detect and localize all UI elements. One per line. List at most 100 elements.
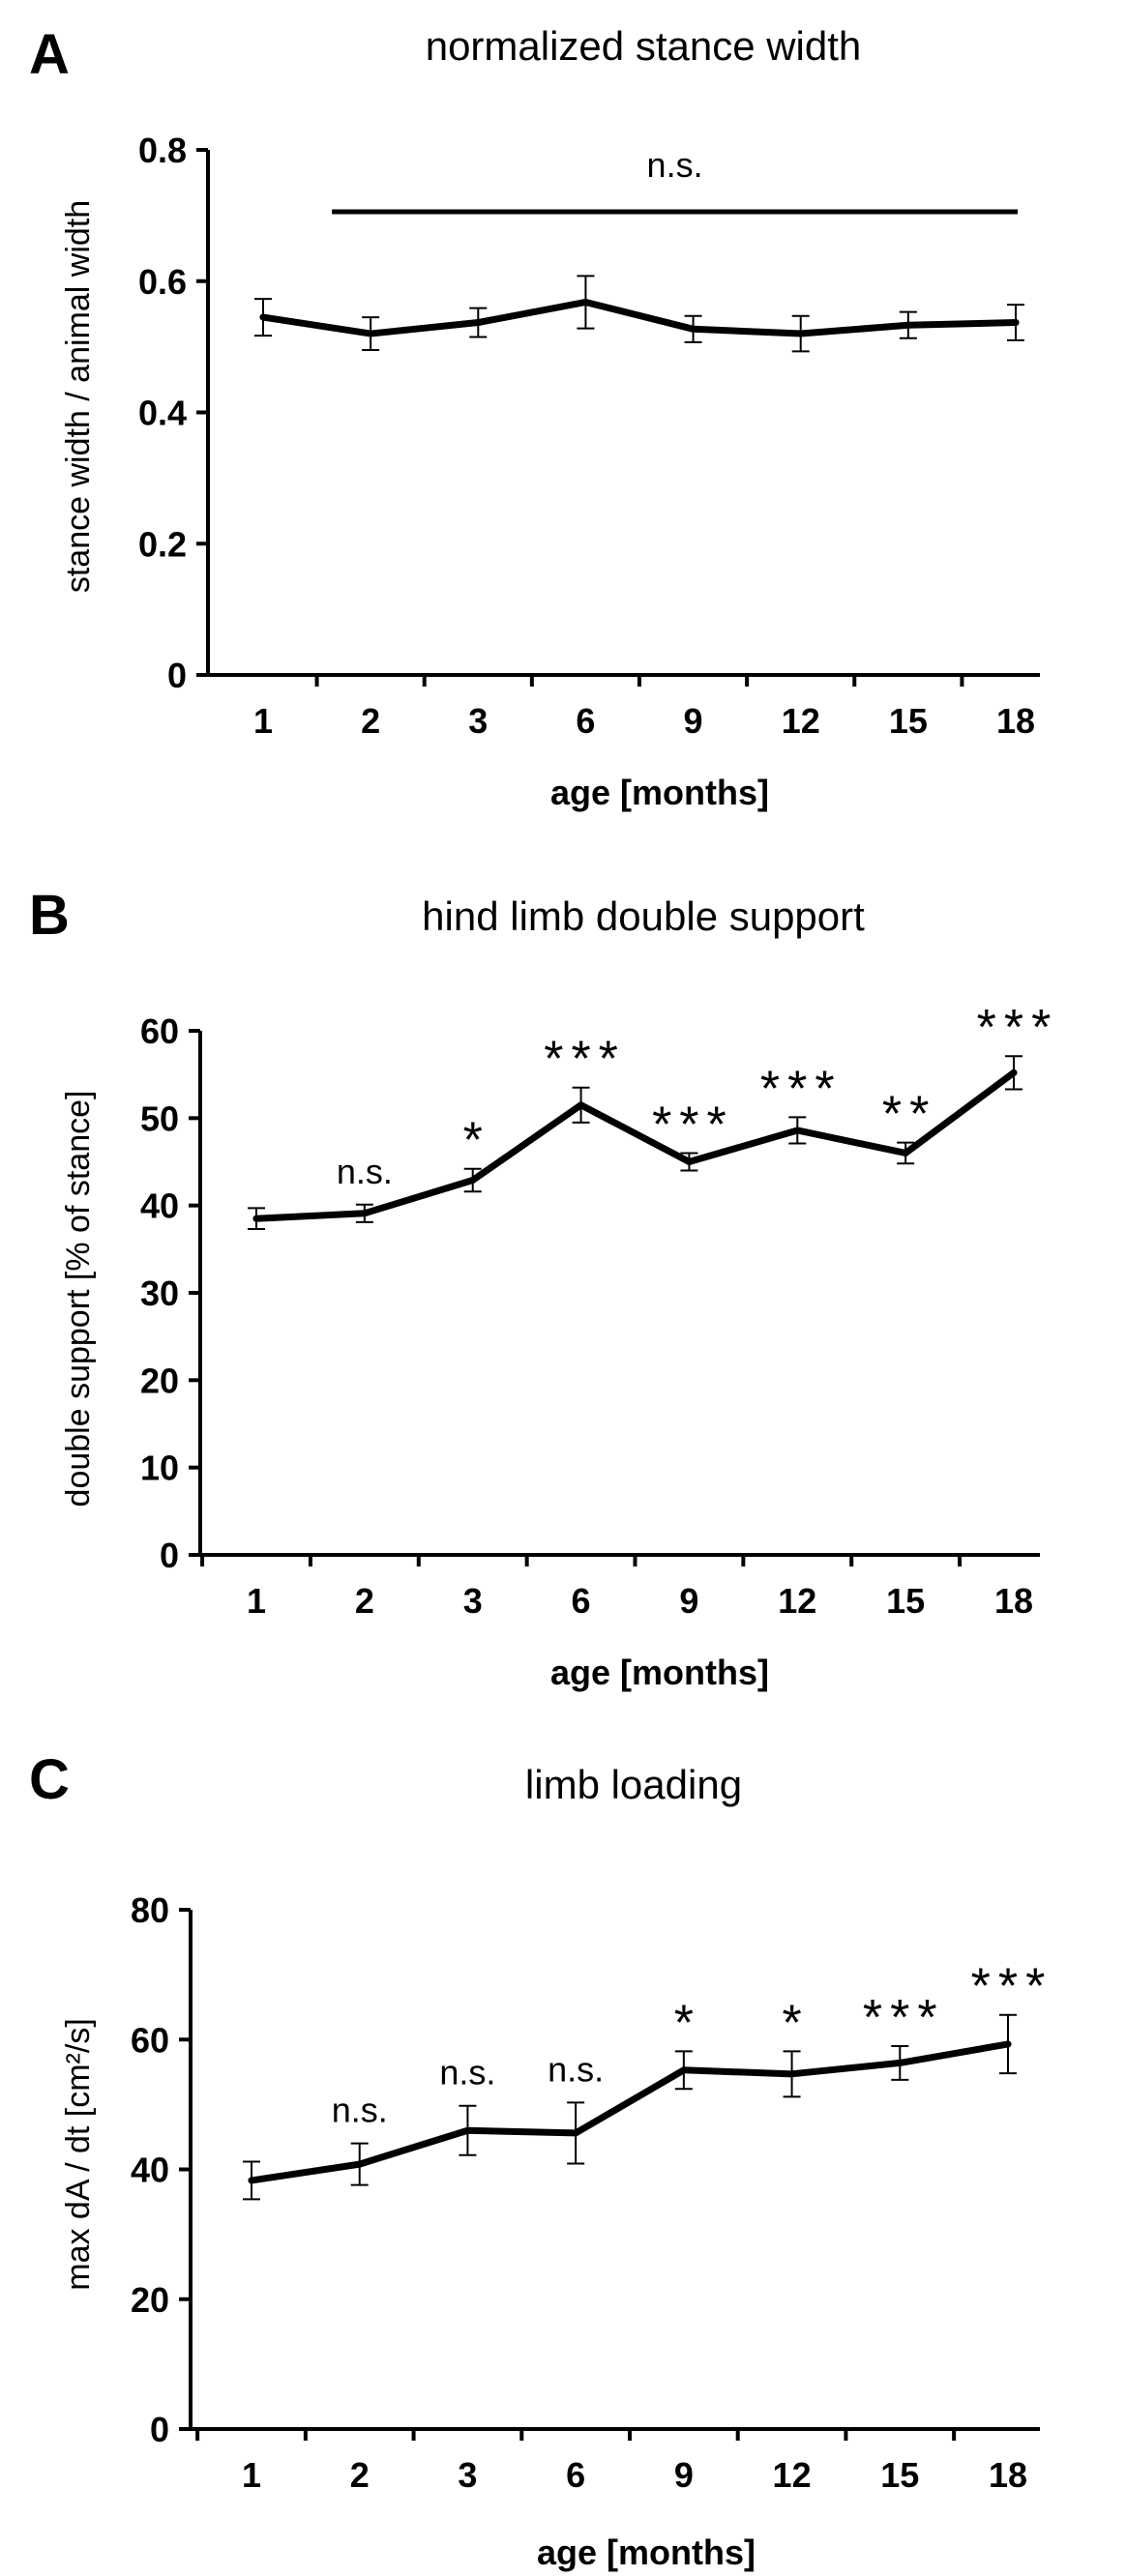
chart-title-c: limb loading (525, 1762, 742, 1807)
panel-b: B hind limb double support double suppor… (0, 859, 1126, 1717)
x-axis-label-c: age [months] (537, 2532, 756, 2572)
x-tick-label: 18 (989, 2455, 1027, 2495)
data-point (680, 2066, 688, 2074)
annotation-stars: *** (544, 1032, 626, 1088)
data-point (361, 1210, 369, 1217)
y-axis-label-a: stance width / animal width (60, 200, 97, 593)
data-point (367, 330, 374, 337)
annotation-stars: *** (977, 1000, 1059, 1056)
x-tick-label: 12 (782, 701, 820, 741)
y-tick-label: 0 (160, 1536, 179, 1575)
annotation-stars: *** (863, 1990, 945, 2046)
error-bars-b (248, 1055, 1022, 1231)
significance-bracket-a: n.s. (332, 145, 1018, 215)
y-tick-label: 30 (140, 1273, 179, 1313)
annotation-ns: n.s. (332, 2091, 388, 2130)
annotations-b: n.s.********** ***** (337, 1000, 1059, 1191)
data-point (469, 1176, 477, 1184)
x-tick-label: 18 (994, 1581, 1033, 1621)
data-point (259, 313, 267, 321)
panel-a: A normalized stance width stance width /… (0, 0, 1126, 859)
x-tick-label: 2 (361, 701, 380, 741)
x-axis-label-b: age [months] (550, 1653, 769, 1692)
axes-a: 00.20.40.60.81 2 3 6 9 12 15 18 (138, 131, 1040, 741)
x-tick-label: 15 (880, 2455, 919, 2495)
x-tick-label: 15 (886, 1581, 925, 1621)
x-tick-label: 6 (576, 701, 595, 741)
annotation-ns: n.s. (337, 1152, 393, 1191)
annotations-c: n.s.n.s. n.s.* * ****** (332, 1959, 1053, 2130)
x-tick-label: 3 (463, 1581, 483, 1621)
data-point (474, 319, 482, 327)
chart-title-b: hind limb double support (422, 893, 865, 939)
data-point (788, 2070, 796, 2078)
chart-title-a: normalized stance width (426, 23, 862, 69)
annotation-stars: * (782, 1995, 809, 2051)
chart-c-svg: C limb loading max dA / dt [cm²/s] age [… (29, 1748, 1053, 2572)
annotation-stars: ** (882, 1087, 936, 1143)
y-tick-label: 40 (131, 2151, 169, 2190)
x-tick-label: 9 (679, 1581, 698, 1621)
data-point (904, 321, 912, 329)
x-tick-label: 3 (458, 2455, 477, 2495)
data-point (248, 2177, 255, 2184)
y-tick-label: 0.2 (138, 524, 187, 564)
data-point (578, 1101, 585, 1109)
data-line (259, 298, 1020, 337)
x-tick-label: 15 (889, 701, 928, 741)
series-line-c (248, 2040, 1012, 2184)
x-tick-label: 18 (996, 701, 1035, 741)
data-point (463, 2126, 471, 2134)
chart-a-svg: A normalized stance width stance width /… (29, 23, 1040, 812)
y-tick-label: 60 (131, 2020, 169, 2060)
data-point (1004, 2040, 1012, 2048)
y-tick-label: 20 (131, 2280, 169, 2320)
data-point (902, 1149, 909, 1156)
annotation-ns: n.s. (439, 2053, 495, 2093)
x-tick-label: 9 (674, 2455, 694, 2495)
y-tick-label: 0 (167, 656, 187, 695)
data-point (252, 1215, 260, 1222)
x-tick-label: 12 (778, 1581, 816, 1621)
panel-c: C limb loading max dA / dt [cm²/s] age [… (0, 1717, 1126, 2576)
annotation-stars: * (674, 1995, 701, 2051)
y-tick-label: 80 (131, 1890, 169, 1930)
annotation-ns: n.s. (548, 2049, 604, 2089)
panel-label-b: B (29, 884, 70, 947)
data-point (793, 1127, 801, 1134)
data-point (572, 2129, 579, 2137)
data-point (896, 2059, 904, 2066)
x-tick-label: 6 (566, 2455, 585, 2495)
x-tick-label: 1 (242, 2455, 261, 2495)
y-tick-label: 60 (140, 1011, 179, 1051)
x-tick-label: 1 (253, 701, 273, 741)
y-tick-label: 50 (140, 1098, 179, 1138)
data-line (252, 1068, 1018, 1222)
data-point (797, 330, 805, 337)
series-line-b (252, 1068, 1018, 1222)
y-axis-label-c: max dA / dt [cm²/s] (60, 2018, 97, 2291)
panel-label-a: A (29, 23, 70, 86)
y-axis-label-b: double support [% of stance] (60, 1091, 97, 1508)
y-tick-label: 0.4 (138, 394, 187, 433)
x-tick-label: 1 (247, 1581, 266, 1621)
data-line (248, 2040, 1012, 2184)
x-tick-label: 12 (773, 2455, 812, 2495)
y-tick-label: 0.8 (138, 131, 187, 170)
annotation-stars: *** (971, 1959, 1053, 2015)
series-line-a (259, 298, 1020, 337)
x-tick-label: 3 (468, 701, 488, 741)
data-point (356, 2160, 364, 2168)
chart-b-svg: B hind limb double support double suppor… (29, 884, 1059, 1692)
y-tick-label: 10 (140, 1449, 179, 1488)
x-tick-label: 6 (572, 1581, 591, 1621)
y-tick-label: 40 (140, 1186, 179, 1226)
data-point (685, 1158, 693, 1165)
annotation-stars: * (463, 1113, 490, 1169)
y-tick-label: 20 (140, 1361, 179, 1400)
x-tick-label: 9 (684, 701, 703, 741)
y-tick-label: 0 (150, 2410, 169, 2449)
x-axis-label-a: age [months] (550, 773, 769, 812)
